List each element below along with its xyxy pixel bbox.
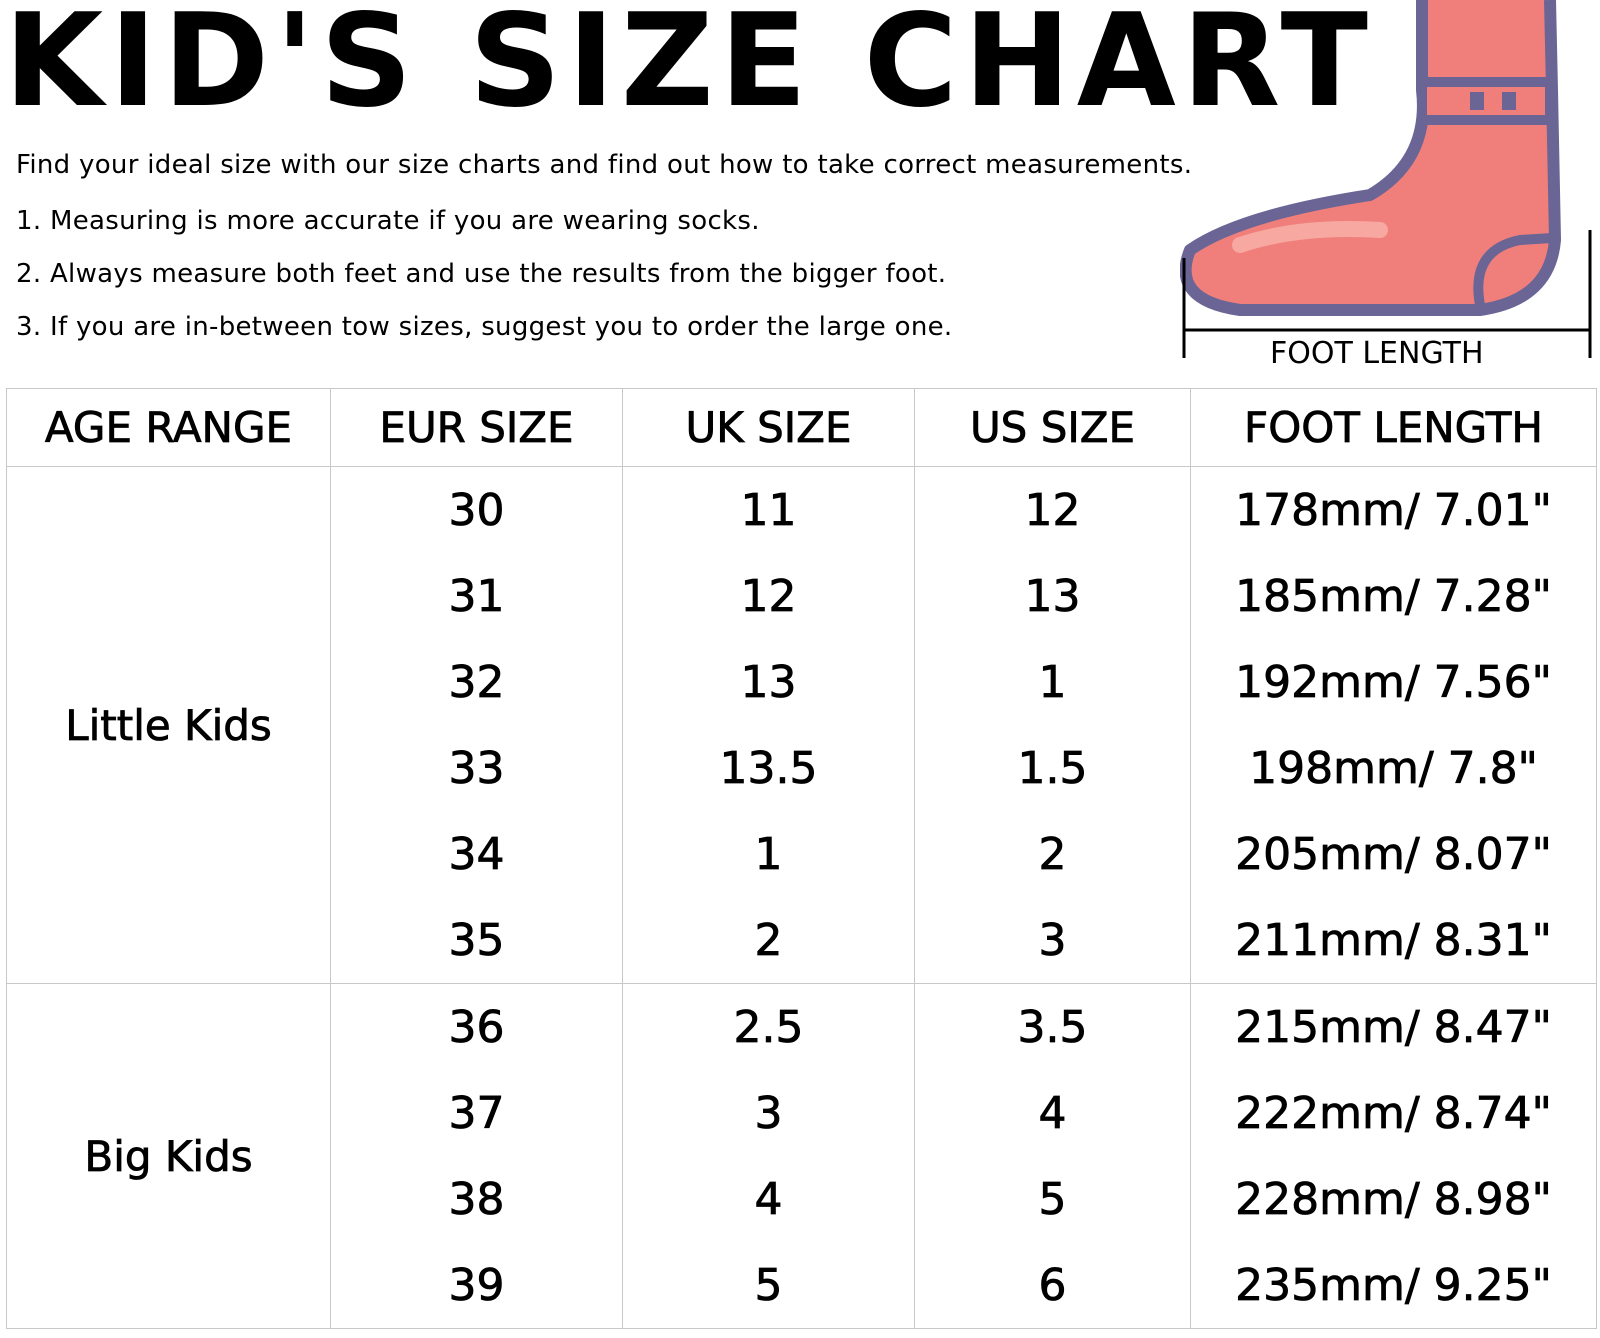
- subtitle: Find your ideal size with our size chart…: [16, 150, 1193, 180]
- table-row: Big Kids 36 2.5 3.5 215mm/ 8.47": [6, 983, 1597, 1329]
- header-row: AGE RANGE EUR SIZE UK SIZE US SIZE FOOT LENG…: [6, 388, 1597, 467]
- size-cell: 11: [622, 466, 915, 553]
- title: KID'S SIZE CHART: [4, 0, 1374, 136]
- size-cell: 4: [622, 1156, 915, 1242]
- size-cell: 5: [622, 1242, 915, 1329]
- size-cell: 235mm/ 9.25": [1190, 1242, 1597, 1329]
- size-cell: 2: [622, 897, 915, 984]
- size-cell: 34: [330, 811, 623, 897]
- size-cell: 3: [622, 1070, 915, 1156]
- size-cell: 2.5: [622, 983, 915, 1070]
- column-header: AGE RANGE: [6, 388, 331, 467]
- size-cell: 39: [330, 1242, 623, 1329]
- size-cell: 211mm/ 8.31": [1190, 897, 1597, 984]
- note: 3. If you are in-between tow sizes, sugg…: [16, 312, 953, 342]
- size-cell: 13: [622, 639, 915, 725]
- table-row: 32 13 1 192mm/ 7.56": [7, 639, 1597, 725]
- size-cell: 178mm/ 7.01": [1190, 466, 1597, 553]
- size-cell: 38: [330, 1156, 623, 1242]
- sock-illustration: [1180, 0, 1592, 358]
- table-row: 31 12 13 185mm/ 7.28": [7, 553, 1597, 639]
- size-cell: 3: [914, 897, 1191, 984]
- table-row: 38 4 5 228mm/ 8.98": [7, 1156, 1597, 1242]
- size-cell: 1: [914, 639, 1191, 725]
- size-cell: 228mm/ 8.98": [1190, 1156, 1597, 1242]
- size-cell: 2: [914, 811, 1191, 897]
- size-cell: 205mm/ 8.07": [1190, 811, 1597, 897]
- size-cell: 32: [330, 639, 623, 725]
- size-cell: 185mm/ 7.28": [1190, 553, 1597, 639]
- size-cell: 222mm/ 8.74": [1190, 1070, 1597, 1156]
- size-cell: 12: [914, 466, 1191, 553]
- size-cell: 192mm/ 7.56": [1190, 639, 1597, 725]
- size-cell: 12: [622, 553, 915, 639]
- size-cell: 1.5: [914, 725, 1191, 811]
- size-cell: 3.5: [914, 983, 1191, 1070]
- note: 1. Measuring is more accurate if you are…: [16, 206, 760, 236]
- column-header: FOOT LENGTH: [1190, 388, 1597, 467]
- figure-label: FOOT LENGTH: [1270, 336, 1484, 371]
- size-cell: 4: [914, 1070, 1191, 1156]
- column-header: UK SIZE: [622, 388, 915, 467]
- column-header: US SIZE: [914, 388, 1191, 467]
- size-cell: 36: [330, 983, 623, 1070]
- size-cell: 13.5: [622, 725, 915, 811]
- table-row: Little Kids 30 11 12 178mm/ 7.01": [6, 466, 1597, 984]
- age-range: Big Kids: [6, 983, 331, 1329]
- size-cell: 31: [330, 553, 623, 639]
- table-row: 39 5 6 235mm/ 9.25": [7, 1242, 1597, 1329]
- size-cell: 37: [330, 1070, 623, 1156]
- size-cell: 1: [622, 811, 915, 897]
- size-cell: 6: [914, 1242, 1191, 1329]
- size-cell: 33: [330, 725, 623, 811]
- table-row: 35 2 3 211mm/ 8.31": [7, 897, 1597, 984]
- table-row: 33 13.5 1.5 198mm/ 7.8": [7, 725, 1597, 811]
- size-cell: 5: [914, 1156, 1191, 1242]
- size-cell: 215mm/ 8.47": [1190, 983, 1597, 1070]
- age-range: Little Kids: [6, 466, 331, 984]
- size-cell: 13: [914, 553, 1191, 639]
- size-cell: 198mm/ 7.8": [1190, 725, 1597, 811]
- column-header: EUR SIZE: [330, 388, 623, 467]
- size-cell: 35: [330, 897, 623, 984]
- note: 2. Always measure both feet and use the …: [16, 259, 947, 289]
- table-row: 34 1 2 205mm/ 8.07": [7, 811, 1597, 897]
- table-row: 37 3 4 222mm/ 8.74": [7, 1070, 1597, 1156]
- size-table: AGE RANGE EUR SIZE UK SIZE US SIZE FOOT LENG…: [6, 388, 1597, 1329]
- size-cell: 30: [330, 466, 623, 553]
